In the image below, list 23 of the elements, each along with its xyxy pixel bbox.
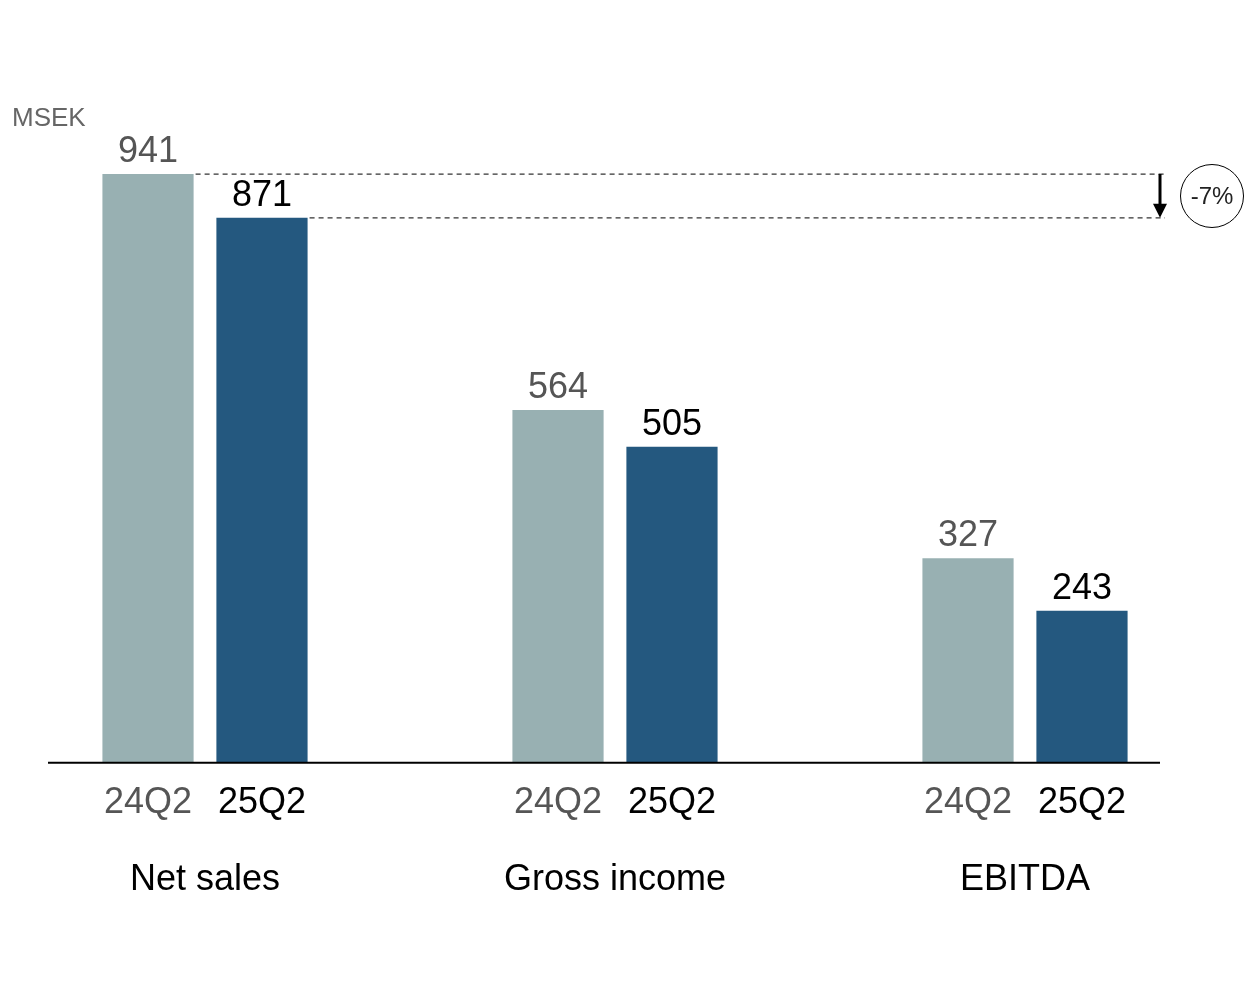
data-label: 941 [117, 128, 179, 170]
series-label: 25Q2 [217, 779, 307, 821]
data-label: 327 [937, 513, 999, 555]
series-label: 24Q2 [103, 779, 193, 821]
text: 25Q2 [627, 779, 717, 821]
bar [922, 558, 1014, 763]
bar [626, 446, 718, 763]
bar [512, 409, 604, 763]
bar [1036, 610, 1128, 763]
text: -7% [1180, 163, 1244, 228]
text: 24Q2 [923, 779, 1013, 821]
data-label: 871 [231, 172, 293, 214]
x-tick-label: Gross income [503, 857, 727, 899]
data-label: 564 [527, 364, 589, 406]
y-axis-title: MSEK [12, 102, 86, 134]
text: 25Q2 [1037, 779, 1127, 821]
bar [216, 217, 308, 763]
text: 24Q2 [513, 779, 603, 821]
bar [102, 174, 194, 763]
x-tick-label: EBITDA [959, 857, 1091, 899]
data-label: 505 [641, 401, 703, 443]
data-label: 243 [1051, 565, 1113, 607]
x-tick-label: Net sales [129, 857, 281, 899]
